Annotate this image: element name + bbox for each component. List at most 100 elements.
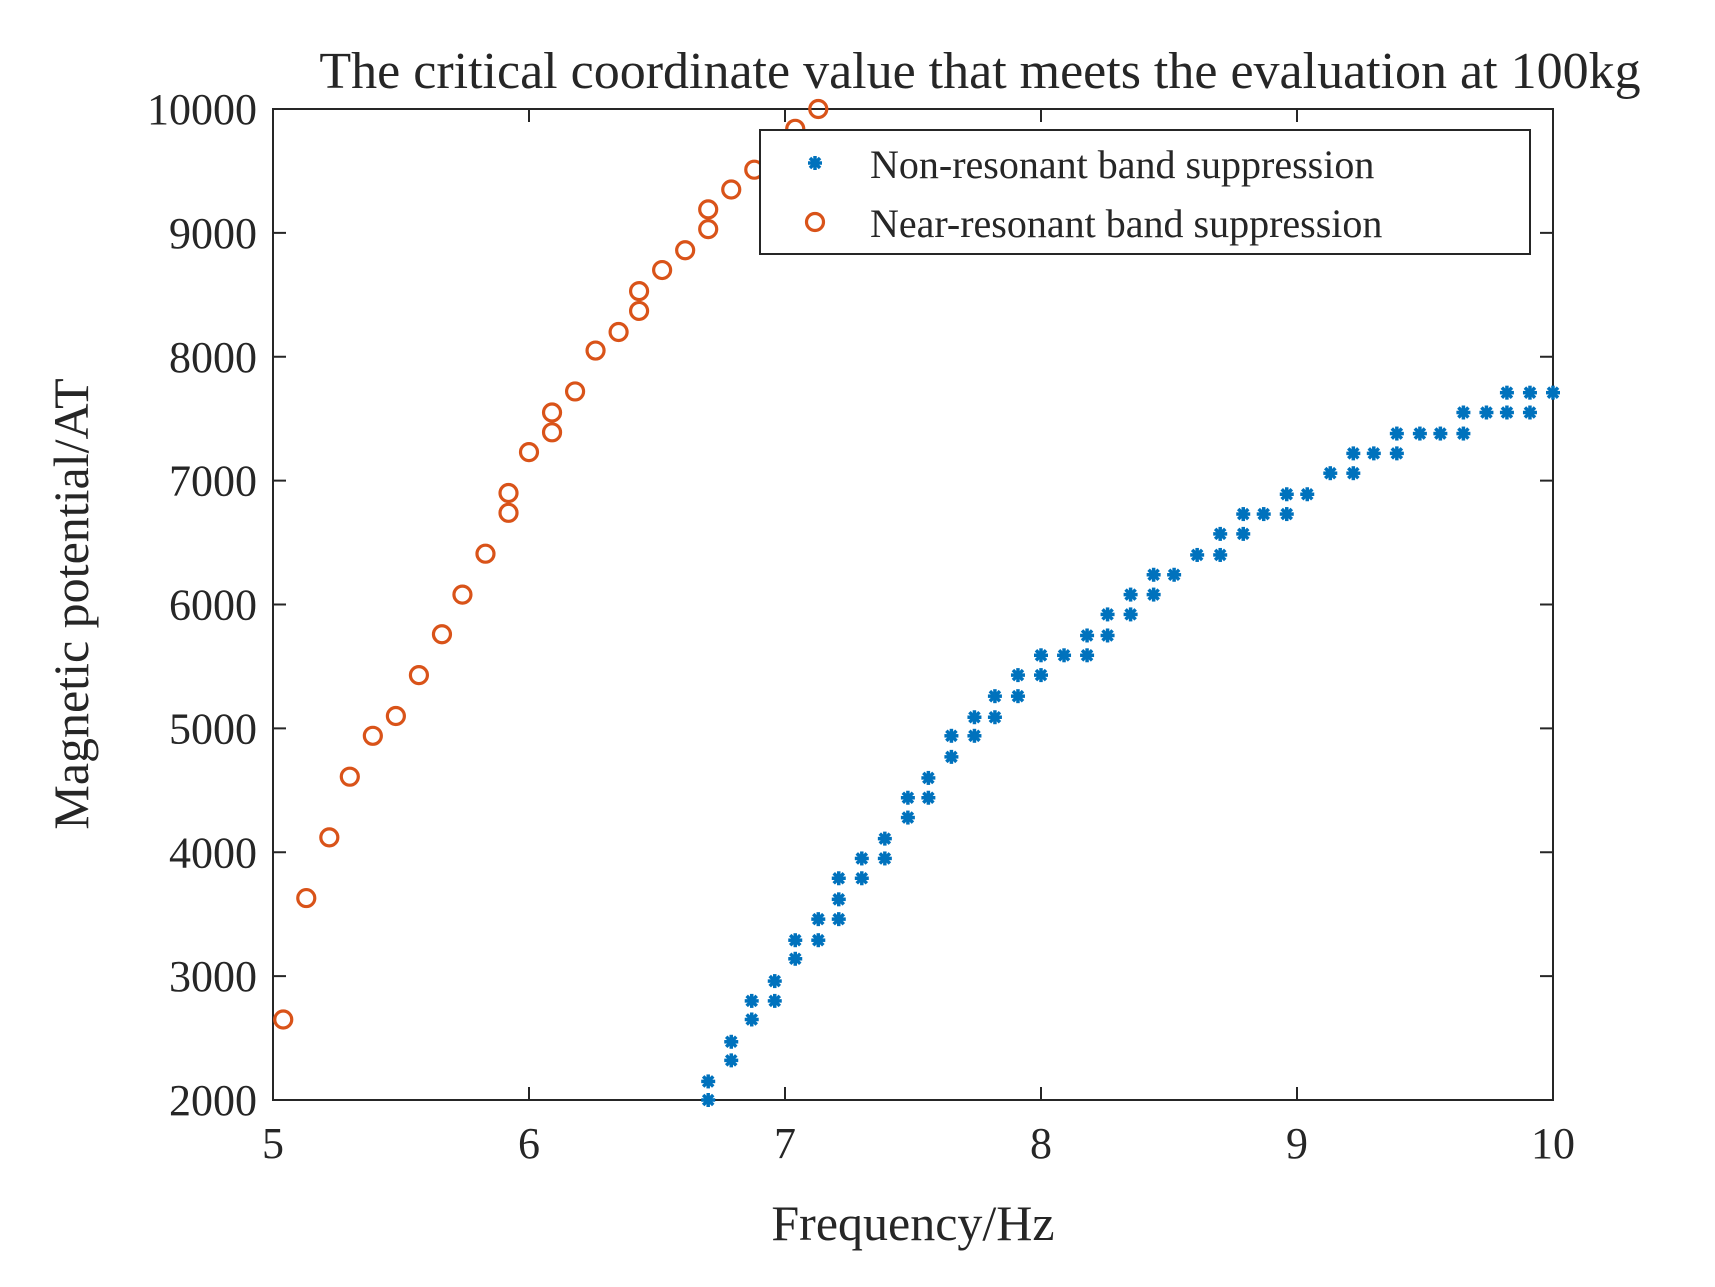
non-resonant-point [967, 728, 982, 743]
non-resonant-point [1167, 567, 1182, 582]
near-resonant-point [628, 280, 650, 302]
non-resonant-point [767, 993, 782, 1008]
non-resonant-point [811, 912, 826, 927]
non-resonant-point [1236, 507, 1251, 522]
near-resonant-point [518, 442, 540, 463]
non-resonant-point [1323, 466, 1338, 481]
non-resonant-point [1300, 487, 1315, 502]
legend-circle-glyph [804, 211, 826, 233]
near-resonant-point [408, 665, 430, 686]
non-resonant-point [1034, 648, 1048, 663]
legend-asterisk-marker [808, 156, 822, 170]
near-resonant-point [296, 887, 317, 909]
near-resonant-point [721, 179, 742, 200]
non-resonant-point [1123, 607, 1138, 622]
non-resonant-point [900, 810, 915, 825]
non-resonant-point [1546, 385, 1560, 400]
y-tick-label: 3000 [169, 952, 257, 1001]
legend-entry-non-resonant: Non-resonant band suppression [808, 142, 1374, 187]
legend-label-near-resonant: Near-resonant band suppression [870, 201, 1382, 246]
x-tick-label: 6 [518, 1119, 540, 1168]
non-resonant-point [1499, 385, 1514, 400]
non-resonant-point [1213, 547, 1228, 562]
legend-box [759, 129, 1531, 255]
non-resonant-point [967, 710, 982, 725]
near-resonant-point [475, 543, 496, 564]
near-resonant-point [675, 240, 696, 261]
non-resonant-point [1346, 466, 1361, 481]
near-resonant-point [808, 98, 829, 120]
non-resonant-point [1366, 446, 1381, 461]
non-resonant-point [921, 770, 936, 785]
legend: Non-resonant band suppression Near-reson… [759, 129, 1531, 255]
y-tick-label: 6000 [169, 581, 257, 630]
y-axis-label: Magnetic potential/AT [43, 378, 99, 829]
y-tick-label: 7000 [169, 457, 257, 506]
non-resonant-point [1412, 426, 1427, 441]
y-tick-labels: 2000 3000 4000 5000 6000 7000 8000 9000 10000 [147, 85, 257, 1125]
y-tick-label: 10000 [147, 85, 257, 134]
x-axis-label: Frequency/Hz [771, 1195, 1054, 1251]
near-resonant-point [698, 199, 719, 220]
x-tick-label: 5 [262, 1119, 284, 1168]
non-resonant-point [900, 790, 915, 805]
non-resonant-point [877, 831, 892, 846]
non-resonant-point [1146, 567, 1161, 582]
near-resonant-point [698, 219, 719, 240]
non-resonant-point [831, 871, 846, 886]
chart-title: The critical coordinate value that meets… [319, 43, 1640, 100]
near-resonant-point [362, 725, 383, 746]
non-resonant-point [1279, 507, 1294, 522]
non-resonant-point [1034, 668, 1048, 683]
near-resonant-point [498, 502, 519, 523]
near-resonant-point [452, 584, 473, 605]
y-tick-label: 4000 [169, 828, 257, 877]
non-resonant-series [701, 385, 1560, 1107]
data-markers [273, 98, 1560, 1107]
near-resonant-point [652, 259, 673, 281]
near-resonant-point [385, 705, 406, 727]
legend-asterisk-glyph [808, 156, 822, 170]
plot-area [272, 98, 1560, 1107]
non-resonant-point [767, 974, 782, 989]
non-resonant-point [877, 851, 892, 866]
non-resonant-point [854, 851, 869, 866]
non-resonant-point [744, 1012, 759, 1027]
non-resonant-point [788, 951, 803, 966]
non-resonant-point [1213, 526, 1228, 541]
non-resonant-point [1389, 446, 1404, 461]
y-tick-label: 9000 [169, 209, 257, 258]
non-resonant-point [1190, 547, 1205, 562]
non-resonant-point [1433, 426, 1448, 441]
non-resonant-point [944, 749, 959, 764]
x-tick-label: 7 [774, 1119, 796, 1168]
non-resonant-point [1256, 507, 1271, 522]
near-resonant-point [498, 482, 519, 504]
x-tick-label: 10 [1531, 1119, 1575, 1168]
non-resonant-point [1146, 587, 1161, 602]
non-resonant-point [1080, 648, 1095, 663]
non-resonant-point [854, 871, 869, 886]
near-resonant-point [541, 422, 563, 443]
non-resonant-point [1279, 487, 1294, 502]
x-tick-label: 9 [1286, 1119, 1308, 1168]
non-resonant-point [944, 728, 959, 743]
non-resonant-point [811, 933, 826, 948]
non-resonant-point [1100, 628, 1115, 643]
near-resonant-point [628, 300, 650, 322]
x-tick-labels: 5 6 7 8 9 10 [262, 1119, 1575, 1168]
non-resonant-point [701, 1093, 716, 1107]
non-resonant-point [724, 1053, 739, 1068]
non-resonant-point [724, 1034, 739, 1049]
non-resonant-point [1522, 385, 1537, 400]
non-resonant-point [1456, 405, 1471, 420]
non-resonant-point [1456, 426, 1471, 441]
non-resonant-point [1479, 405, 1494, 420]
non-resonant-point [1057, 648, 1072, 663]
non-resonant-point [788, 933, 803, 948]
near-resonant-series [273, 98, 829, 1030]
non-resonant-point [987, 710, 1002, 725]
non-resonant-point [1010, 689, 1025, 704]
legend-circle-marker [804, 211, 826, 233]
